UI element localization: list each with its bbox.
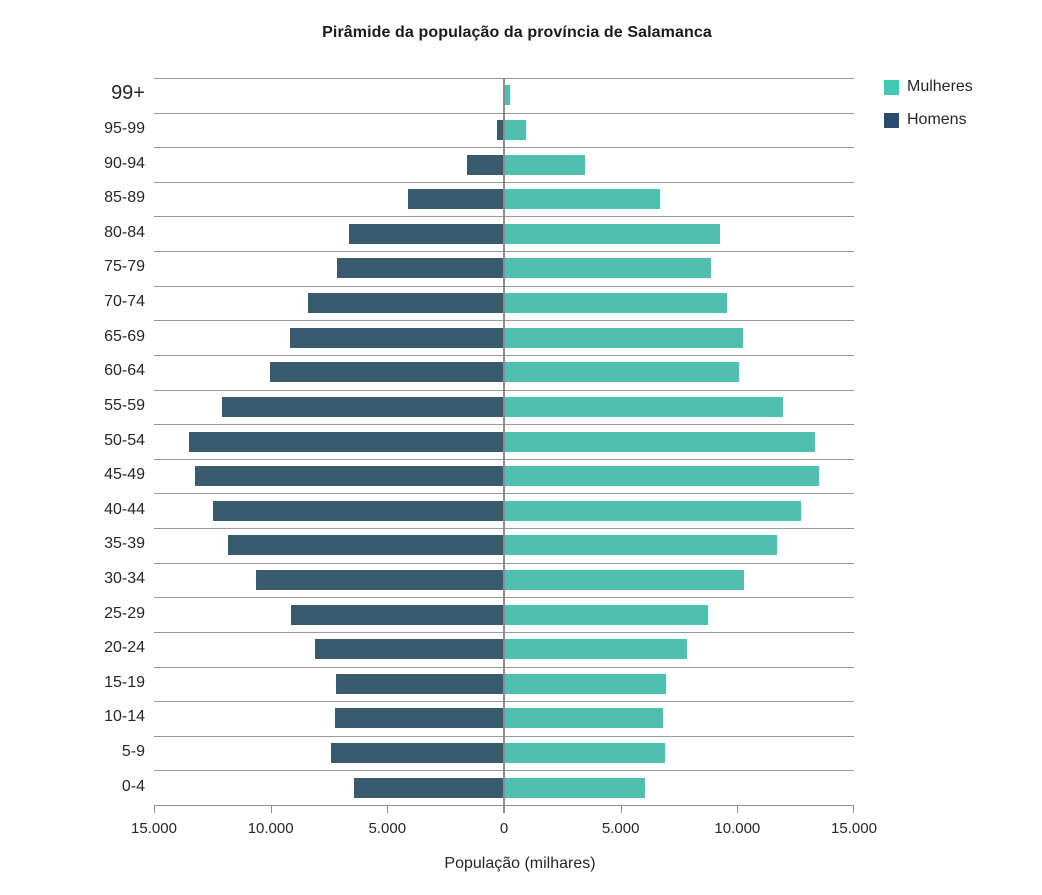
x-tick-label-0: 15.000 (131, 820, 177, 837)
x-tick-label-5: 10.000 (714, 820, 761, 837)
x-tick-label-4: 5.000 (601, 820, 640, 837)
chart-title: Pirâmide da população da província de Sa… (322, 24, 712, 41)
y-axis-label-40-44: 40-44 (104, 500, 145, 518)
x-tick-label-6: 15.000 (831, 820, 877, 837)
bar-mulheres-40-44[interactable] (504, 500, 801, 521)
bar-mulheres-25-29[interactable] (504, 604, 709, 625)
y-axis-label-35-39: 35-39 (104, 535, 145, 553)
legend-swatch-mulheres-icon (884, 79, 899, 95)
bar-homens-85-89[interactable] (408, 189, 504, 210)
bar-homens-5-9[interactable] (331, 743, 504, 764)
bar-homens-75-79[interactable] (337, 258, 504, 279)
y-axis-label-50-54: 50-54 (104, 431, 145, 449)
bar-homens-40-44[interactable] (212, 500, 504, 521)
bar-homens-90-94[interactable] (467, 154, 504, 175)
legend-label-mulheres: Mulheres (907, 78, 973, 95)
bar-mulheres-50-54[interactable] (504, 431, 816, 452)
bar-homens-30-34[interactable] (256, 569, 504, 590)
y-axis-label-95-99: 95-99 (104, 119, 145, 137)
bar-homens-45-49[interactable] (195, 466, 504, 487)
bar-homens-95-99[interactable] (497, 119, 504, 140)
bar-mulheres-10-14[interactable] (504, 708, 664, 729)
y-axis-label-60-64: 60-64 (104, 362, 145, 380)
y-axis-label-25-29: 25-29 (104, 604, 145, 622)
bar-mulheres-0-4[interactable] (504, 777, 645, 798)
bar-homens-60-64[interactable] (269, 362, 504, 383)
legend-label-homens: Homens (907, 111, 967, 128)
bar-mulheres-65-69[interactable] (504, 327, 743, 348)
bar-mulheres-80-84[interactable] (504, 223, 721, 244)
x-tick-label-1: 10.000 (247, 820, 294, 837)
x-tick (853, 805, 854, 813)
y-axis-label-30-34: 30-34 (104, 569, 145, 587)
x-tick-label-3: 0 (499, 820, 509, 837)
bar-mulheres-55-59[interactable] (504, 396, 784, 417)
bar-mulheres-60-64[interactable] (504, 362, 739, 383)
y-axis-label-0-4: 0-4 (121, 777, 145, 795)
bar-mulheres-95-99[interactable] (504, 119, 526, 140)
bar-homens-10-14[interactable] (334, 708, 504, 729)
bar-homens-80-84[interactable] (348, 223, 504, 244)
bar-mulheres-45-49[interactable] (504, 466, 820, 487)
y-axis-label-90-94: 90-94 (104, 154, 145, 172)
bar-homens-25-29[interactable] (291, 604, 504, 625)
x-tick (620, 805, 622, 813)
bar-mulheres-99+[interactable] (504, 85, 510, 106)
x-tick-label-2: 5.000 (368, 820, 407, 837)
x-tick (737, 805, 739, 813)
x-tick (154, 805, 155, 813)
y-axis-label-85-89: 85-89 (104, 189, 145, 207)
legend: Mulheres Homens (884, 78, 973, 144)
y-axis-label-45-49: 45-49 (104, 466, 145, 484)
bar-homens-20-24[interactable] (315, 639, 504, 660)
y-axis-label-75-79: 75-79 (104, 258, 145, 276)
bar-homens-15-19[interactable] (336, 673, 504, 694)
bar-homens-35-39[interactable] (227, 535, 504, 556)
plot-area: 99+ 95-99 90-94 85-89 80-84 75-79 70-74 65-69 60… (104, 78, 877, 837)
legend-swatch-homens-icon (884, 112, 899, 128)
bar-homens-70-74[interactable] (308, 293, 504, 314)
bar-homens-50-54[interactable] (189, 431, 504, 452)
bar-mulheres-70-74[interactable] (504, 293, 728, 314)
bar-homens-65-69[interactable] (290, 327, 504, 348)
x-tick (270, 805, 272, 813)
bar-homens-55-59[interactable] (222, 396, 504, 417)
y-axis-label-99+: 99+ (111, 82, 145, 105)
bar-mulheres-30-34[interactable] (504, 569, 745, 590)
x-axis-title: População (milhares) (444, 855, 596, 872)
y-axis-label-5-9: 5-9 (121, 743, 145, 761)
y-axis-label-80-84: 80-84 (104, 223, 145, 241)
legend-item-homens[interactable]: Homens (884, 111, 973, 129)
zero-axis-line (503, 78, 505, 813)
y-axis-label-10-14: 10-14 (104, 708, 145, 726)
bar-mulheres-90-94[interactable] (504, 154, 585, 175)
bar-mulheres-75-79[interactable] (504, 258, 712, 279)
bar-mulheres-85-89[interactable] (504, 189, 661, 210)
x-tick (387, 805, 389, 813)
bar-homens-0-4[interactable] (354, 777, 504, 798)
bar-mulheres-20-24[interactable] (504, 639, 688, 660)
y-axis-label-55-59: 55-59 (104, 396, 145, 414)
bar-mulheres-5-9[interactable] (504, 743, 665, 764)
legend-item-mulheres[interactable]: Mulheres (884, 78, 973, 96)
bar-mulheres-35-39[interactable] (504, 535, 777, 556)
y-axis-label-65-69: 65-69 (104, 327, 145, 345)
bar-mulheres-15-19[interactable] (504, 673, 666, 694)
y-axis-label-70-74: 70-74 (104, 293, 145, 311)
y-axis-label-15-19: 15-19 (104, 673, 145, 691)
y-axis-label-20-24: 20-24 (104, 639, 145, 657)
